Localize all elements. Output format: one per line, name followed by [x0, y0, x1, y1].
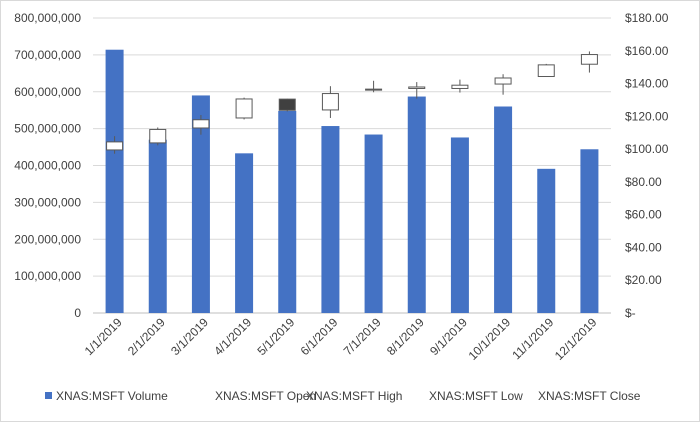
right-axis-tick-label: $20.00	[625, 273, 662, 287]
candle-body	[149, 128, 167, 144]
volume-bar	[278, 110, 297, 313]
volume-bar	[235, 153, 254, 313]
right-axis-tick-label: $100.00	[625, 142, 669, 156]
volume-bar	[364, 134, 383, 313]
x-axis-tick-label: 3/1/2019	[168, 315, 211, 358]
volume-bar	[191, 95, 210, 313]
legend-label: XNAS:MSFT Low	[429, 389, 523, 403]
price-candles	[106, 51, 598, 154]
left-axis-tick-label: 700,000,000	[14, 48, 81, 62]
right-axis-tick-label: $-	[625, 306, 636, 320]
left-axis-tick-label: 600,000,000	[14, 85, 81, 99]
x-axis-tick-label: 1/1/2019	[82, 315, 125, 358]
x-axis-tick-label: 10/1/2019	[466, 315, 514, 363]
left-axis-ticks: 0 100,000,000 200,000,000 300,000,000 400,00…	[14, 11, 81, 320]
candle-body	[451, 84, 469, 89]
x-axis-tick-label: 5/1/2019	[254, 315, 297, 358]
volume-bar	[105, 49, 124, 314]
right-axis-ticks: $- $20.00 $40.00 $60.00 $80.00 $100.00 $120.00…	[625, 11, 669, 320]
candle-body	[106, 141, 124, 151]
volume-bar	[450, 137, 469, 313]
legend-label: XNAS:MSFT Volume	[56, 389, 168, 403]
candle-body	[192, 119, 210, 129]
candle-body	[235, 98, 253, 119]
right-axis-tick-label: $40.00	[625, 240, 662, 254]
legend-swatch	[45, 392, 52, 399]
candle-body	[278, 98, 296, 111]
left-axis-tick-label: 100,000,000	[14, 269, 81, 283]
right-axis-tick-label: $60.00	[625, 208, 662, 222]
volume-bar	[537, 168, 556, 313]
volume-bar	[148, 139, 167, 313]
x-axis-tick-label: 2/1/2019	[125, 315, 168, 358]
left-axis-tick-label: 500,000,000	[14, 122, 81, 136]
legend-label: XNAS:MSFT High	[306, 389, 402, 403]
volume-bars	[105, 49, 599, 314]
x-axis-tick-label: 4/1/2019	[211, 315, 254, 358]
candle-body	[365, 88, 383, 91]
candle-body	[321, 93, 339, 111]
left-axis-tick-label: 400,000,000	[14, 159, 81, 173]
x-axis-tick-label: 7/1/2019	[341, 315, 384, 358]
candle-body	[408, 86, 426, 89]
legend: XNAS:MSFT Volume XNAS:MSFT OpenXNAS:MSFT …	[45, 389, 641, 403]
right-axis-tick-label: $160.00	[625, 44, 669, 58]
left-axis-tick-label: 300,000,000	[14, 195, 81, 209]
candle-body	[537, 64, 555, 78]
right-axis-tick-label: $120.00	[625, 109, 669, 123]
volume-bar	[407, 96, 426, 313]
volume-bar	[580, 149, 599, 313]
volume-bar	[321, 126, 340, 313]
x-axis-tick-label: 6/1/2019	[298, 315, 341, 358]
legend-label: XNAS:MSFT Open	[215, 389, 316, 403]
left-axis-tick-label: 0	[74, 306, 81, 320]
x-axis-tick-label: 11/1/2019	[509, 315, 556, 362]
left-axis-tick-label: 800,000,000	[14, 11, 81, 25]
left-axis-tick-label: 200,000,000	[14, 232, 81, 246]
x-axis-ticks: 1/1/2019 2/1/2019 3/1/2019 4/1/2019 5/1/2019…	[82, 315, 600, 363]
right-axis-tick-label: $80.00	[625, 175, 662, 189]
right-axis-tick-label: $140.00	[625, 77, 669, 91]
right-axis-tick-label: $180.00	[625, 11, 669, 25]
legend-label: XNAS:MSFT Close	[538, 389, 641, 403]
candle-body	[494, 77, 512, 85]
volume-bar	[494, 106, 513, 313]
candle-body	[580, 54, 598, 65]
gridlines	[93, 17, 611, 314]
x-axis-tick-label: 12/1/2019	[552, 315, 600, 363]
x-axis-tick-label: 8/1/2019	[384, 315, 427, 358]
x-axis-tick-label: 9/1/2019	[427, 315, 470, 358]
